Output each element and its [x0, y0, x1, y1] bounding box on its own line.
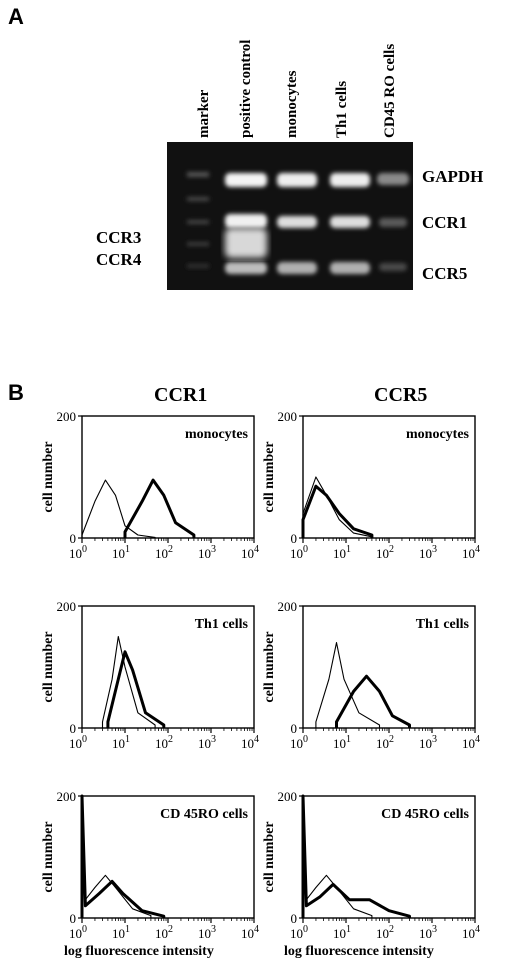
x-tick-label: 104 — [462, 734, 480, 751]
x-tick-label: 102 — [376, 734, 394, 751]
y-axis-label: cell number — [262, 631, 277, 702]
x-tick-label: 101 — [333, 734, 351, 751]
x-tick-label: 103 — [198, 924, 216, 941]
x-tick-label: 103 — [198, 734, 216, 751]
sample-label: monocytes — [185, 427, 249, 442]
x-tick-label: 101 — [112, 734, 130, 751]
y-axis-label: cell number — [262, 441, 277, 512]
histogram-curve-thin — [101, 635, 156, 728]
x-tick-label: 101 — [112, 924, 130, 941]
histogram-curve-thick — [335, 674, 411, 728]
column-title-ccr5: CCR5 — [374, 384, 428, 406]
x-tick-label: 103 — [419, 924, 437, 941]
y-tick-label: 0 — [70, 721, 77, 736]
panel-b-letter: B — [8, 380, 24, 405]
x-tick-label: 102 — [155, 544, 173, 561]
sample-label: monocytes — [406, 427, 470, 442]
x-tick-label: 100 — [290, 734, 308, 751]
histogram-curve-thick — [123, 478, 196, 538]
y-tick-label: 0 — [291, 911, 298, 926]
y-tick-label: 0 — [70, 911, 77, 926]
x-tick-label: 100 — [69, 544, 87, 561]
band-label-ccr3: CCR3 — [96, 228, 142, 247]
y-tick-label: 0 — [291, 721, 298, 736]
x-tick-label: 102 — [376, 544, 394, 561]
histogram-curve-thick — [301, 794, 411, 918]
band-label-gapdh: GAPDH — [422, 167, 484, 186]
x-tick-label: 103 — [419, 734, 437, 751]
x-tick-label: 104 — [462, 924, 480, 941]
y-tick-label: 200 — [278, 412, 298, 424]
lane-label-cd45ro-cells: CD45 RO cells — [382, 43, 398, 138]
histogram-ccr5-2: 0 200 100 101 102 103 104 Th1 cells cell number — [262, 602, 480, 751]
x-tick-label: 101 — [333, 544, 351, 561]
y-axis-label: cell number — [262, 821, 277, 892]
x-axis-label-right: log fluorescence intensity — [284, 944, 434, 959]
band-label-ccr5: CCR5 — [422, 264, 468, 283]
histogram-curve-thick — [106, 650, 166, 728]
x-tick-label: 100 — [290, 544, 308, 561]
x-tick-label: 102 — [376, 924, 394, 941]
histogram-curve-thin — [302, 476, 373, 538]
histogram-curve-thick — [301, 484, 374, 538]
y-axis-label: cell number — [41, 821, 56, 892]
histogram-ccr5-3: 0 200 100 101 102 103 104 CD 45RO cells cell num… — [262, 792, 480, 941]
histogram-curve-thin — [81, 479, 156, 538]
sample-label: Th1 cells — [195, 617, 249, 632]
sample-label: CD 45RO cells — [160, 807, 248, 822]
lane-label-positive-control: positive control — [238, 39, 254, 138]
x-tick-label: 101 — [112, 544, 130, 561]
sample-label: Th1 cells — [416, 617, 470, 632]
sample-label: CD 45RO cells — [381, 807, 469, 822]
y-tick-label: 0 — [70, 531, 77, 546]
x-tick-label: 100 — [69, 924, 87, 941]
lane-label-marker: marker — [196, 89, 212, 138]
y-tick-label: 0 — [291, 531, 298, 546]
x-tick-label: 102 — [155, 734, 173, 751]
band-label-ccr4: CCR4 — [96, 250, 142, 269]
y-tick-label: 200 — [278, 792, 298, 804]
histogram-curve-thin — [315, 642, 381, 728]
y-axis-label: cell number — [41, 631, 56, 702]
y-tick-label: 200 — [57, 412, 77, 424]
y-tick-label: 200 — [57, 602, 77, 614]
y-tick-label: 200 — [57, 792, 77, 804]
x-tick-label: 100 — [69, 734, 87, 751]
x-tick-label: 104 — [462, 544, 480, 561]
y-axis-label: cell number — [41, 441, 56, 512]
x-tick-label: 103 — [419, 544, 437, 561]
y-tick-label: 200 — [278, 602, 298, 614]
x-axis-label-left: log fluorescence intensity — [64, 944, 214, 959]
lane-label-th1-cells: Th1 cells — [334, 80, 350, 138]
x-tick-label: 100 — [290, 924, 308, 941]
gel-image — [167, 142, 413, 290]
panel-a-letter: A — [8, 4, 24, 29]
histogram-curve-thick — [80, 794, 166, 918]
band-label-ccr1: CCR1 — [422, 213, 468, 232]
lane-label-monocytes: monocytes — [284, 70, 300, 139]
x-tick-label: 103 — [198, 544, 216, 561]
histogram-ccr5-1: 0 200 100 101 102 103 104 monocytes cell number — [262, 412, 480, 561]
x-tick-label: 101 — [333, 924, 351, 941]
gel-bands — [187, 172, 409, 274]
column-title-ccr1: CCR1 — [154, 384, 208, 406]
x-tick-label: 102 — [155, 924, 173, 941]
